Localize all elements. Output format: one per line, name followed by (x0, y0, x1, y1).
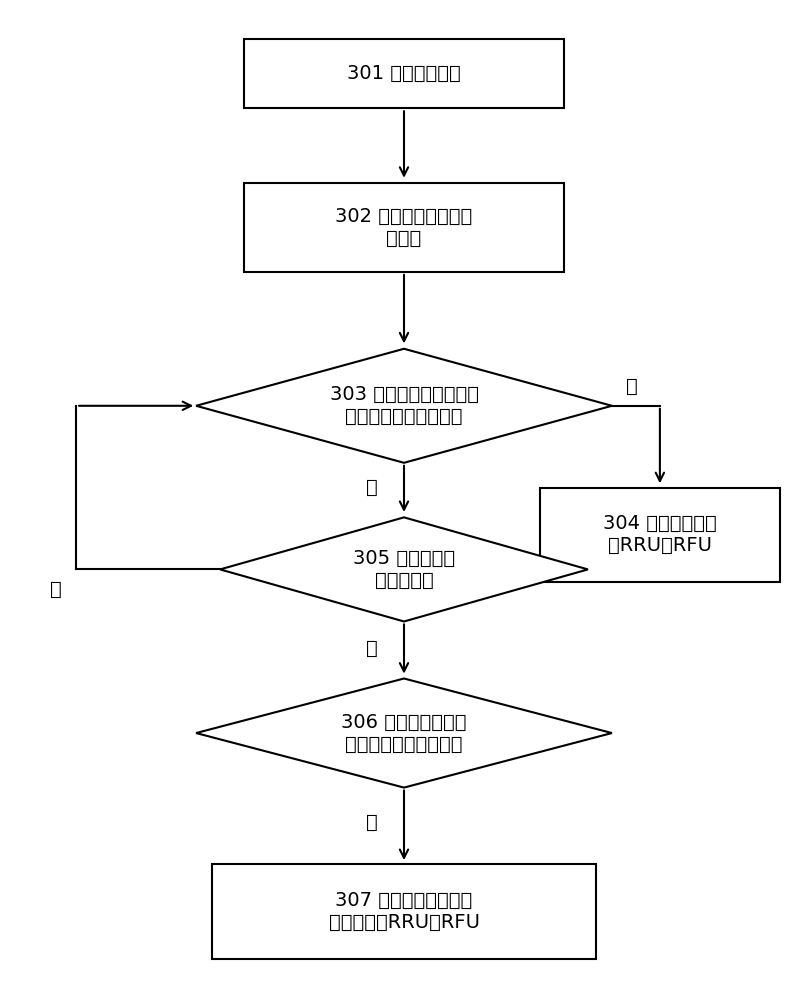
Text: 306 全部相邻扇区都
不是目标小区中的扇区: 306 全部相邻扇区都 不是目标小区中的扇区 (341, 713, 467, 754)
Text: 302 确定第一扇区的相
邻扇区: 302 确定第一扇区的相 邻扇区 (335, 207, 473, 248)
Text: 301 确定第一扇区: 301 确定第一扇区 (347, 64, 461, 83)
Text: 是: 是 (366, 813, 378, 832)
Text: 是: 是 (626, 376, 638, 395)
Text: 305 全部相邻扇
区都已判断: 305 全部相邻扇 区都已判断 (353, 549, 455, 590)
Polygon shape (220, 517, 588, 621)
Polygon shape (196, 678, 612, 788)
Text: 否: 否 (50, 580, 62, 599)
Text: 是: 是 (366, 639, 378, 658)
FancyBboxPatch shape (244, 39, 564, 108)
Text: 否: 否 (366, 478, 378, 497)
Text: 307 激活目标小区中的
所有扇区的RRU或RFU: 307 激活目标小区中的 所有扇区的RRU或RFU (329, 891, 479, 932)
Text: 303 逐一判断相邻扇区是
否为目标小区中的扇区: 303 逐一判断相邻扇区是 否为目标小区中的扇区 (330, 385, 478, 426)
Polygon shape (196, 349, 612, 463)
Text: 304 激活相邻扇区
的RRU或RFU: 304 激活相邻扇区 的RRU或RFU (603, 514, 717, 555)
FancyBboxPatch shape (212, 864, 596, 959)
FancyBboxPatch shape (244, 183, 564, 272)
FancyBboxPatch shape (540, 488, 780, 582)
